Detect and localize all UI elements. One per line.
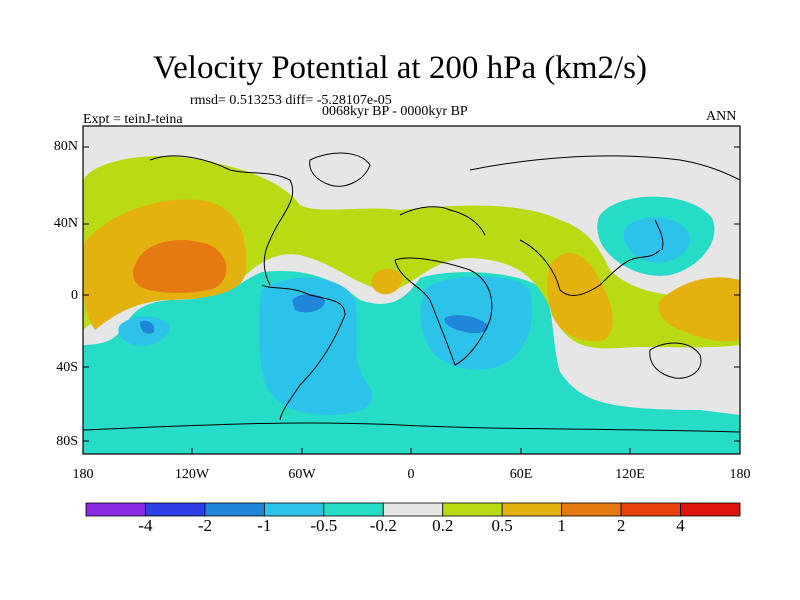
- lon-label-180w: 180: [72, 467, 94, 482]
- lat-label-0: 0: [71, 288, 78, 303]
- contour-pacific-darkorange: [133, 240, 227, 293]
- contour-pacific-dark: [140, 320, 155, 334]
- lon-label-120e: 120E: [615, 467, 645, 482]
- coastlines: [83, 152, 740, 433]
- contour-westpac-orange: [658, 277, 740, 342]
- experiment-label: Expt = teinJ-teina: [83, 112, 183, 127]
- period-label: 0068kyr BP - 0000kyr BP: [322, 104, 468, 119]
- colorbar-swatch: [620, 502, 681, 517]
- contour-samerica-blue: [259, 277, 373, 415]
- contour-nwpac-lightblue: [623, 217, 691, 263]
- lat-label-80s: 80S: [56, 434, 78, 449]
- colorbar-swatch: [323, 502, 384, 517]
- colorbar-label: -1: [257, 516, 272, 535]
- lon-label-0: 0: [407, 467, 415, 482]
- colorbar-swatch: [501, 502, 563, 517]
- lat-label-40s: 40S: [56, 360, 78, 375]
- contour-westafrica-orange: [371, 268, 403, 295]
- colorbar-swatch: [680, 502, 741, 517]
- stats-text: rmsd= 0.513253 diff= -5.28107e-05: [190, 93, 392, 108]
- colorbar-label: 4: [676, 516, 685, 535]
- colorbar-label: 0.5: [491, 516, 513, 535]
- lon-label-60w: 60W: [288, 467, 316, 482]
- map-field: [83, 126, 740, 454]
- colorbar-label: 2: [616, 516, 626, 535]
- lon-label-60e: 60E: [509, 467, 533, 482]
- map-title: Velocity Potential at 200 hPa (km2/s): [152, 50, 648, 86]
- colorbar-swatch: [204, 502, 265, 517]
- season-label: ANN: [706, 109, 737, 124]
- colorbar-label: 1: [557, 516, 566, 535]
- colorbar-label: -0.2: [369, 516, 397, 535]
- colorbar-swatch: [561, 502, 622, 517]
- lon-label-180e: 180: [729, 467, 751, 482]
- contour-south-negative: [83, 270, 740, 454]
- contour-samerica-dark: [292, 294, 325, 313]
- contour-africa-dark: [444, 315, 489, 334]
- colorbar-label: -4: [138, 516, 153, 535]
- colorbar-swatch: [145, 502, 206, 517]
- colorbar-label: -2: [197, 516, 212, 535]
- colorbar-label: -0.5: [310, 516, 338, 535]
- lon-label-120w: 120W: [174, 467, 210, 482]
- colorbar-swatch: [442, 502, 503, 517]
- colorbar: [85, 502, 741, 517]
- lat-label-80n: 80N: [53, 139, 78, 154]
- colorbar-label: 0.2: [432, 516, 454, 535]
- colorbar-swatch: [85, 502, 146, 517]
- axis-ticks: [82, 146, 741, 454]
- colorbar-swatch: [382, 502, 444, 517]
- lat-label-40n: 40N: [53, 216, 78, 231]
- contour-indian-orange: [547, 253, 613, 342]
- colorbar-swatch: [263, 502, 325, 517]
